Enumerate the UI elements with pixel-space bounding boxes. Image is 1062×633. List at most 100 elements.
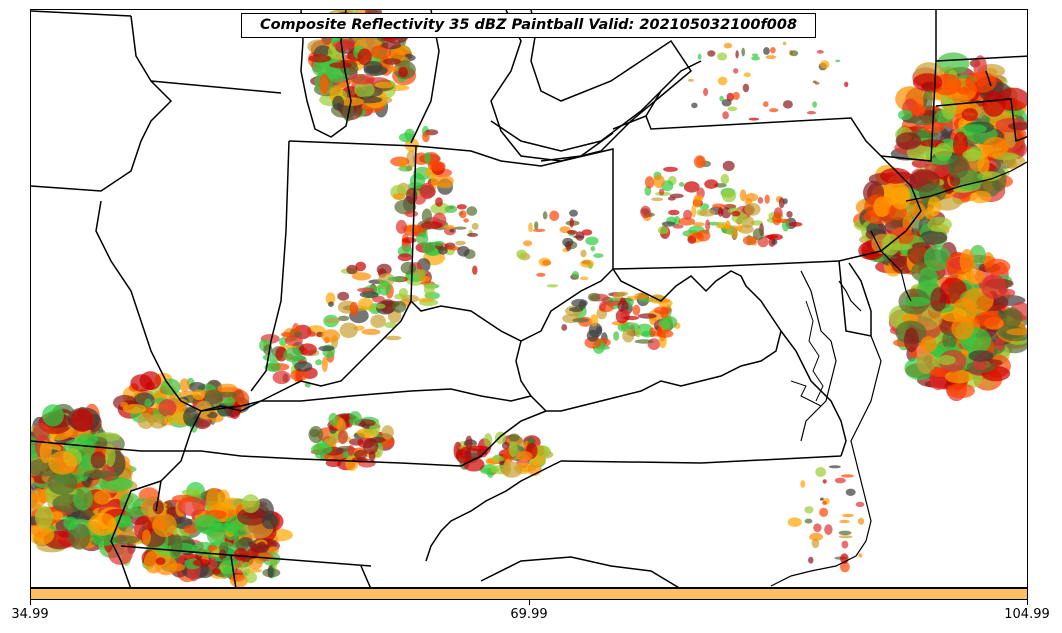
reflectivity-blob (824, 524, 833, 535)
reflectivity-blob (307, 331, 316, 337)
reflectivity-blob (873, 196, 892, 217)
reflectivity-blob (757, 197, 764, 204)
reflectivity-blob (457, 246, 470, 257)
reflectivity-blob (183, 524, 199, 534)
reflectivity-blob (919, 230, 948, 245)
reflectivity-blob (444, 205, 458, 214)
reflectivity-blob (192, 389, 206, 401)
reflectivity-blob (388, 66, 399, 73)
reflectivity-blob (42, 404, 64, 427)
reflectivity-blob (984, 258, 1011, 275)
lake-michigan-shoreline (300, 10, 352, 138)
reflectivity-blob (968, 350, 994, 362)
reflectivity-blob (722, 160, 735, 172)
reflectivity-blob (858, 553, 863, 558)
colorbar-tick-label: 104.99 (1004, 607, 1050, 622)
reflectivity-blob (483, 433, 493, 448)
reflectivity-blob (438, 246, 448, 255)
reflectivity-blob (695, 195, 704, 201)
reflectivity-blob (328, 412, 339, 426)
reflectivity-blob (472, 265, 478, 275)
reflectivity-blob (575, 231, 585, 241)
reflectivity-blob (354, 82, 375, 98)
reflectivity-blob (329, 62, 353, 69)
reflectivity-blob (593, 253, 604, 258)
reflectivity-blob (739, 189, 747, 202)
reflectivity-blob (839, 519, 850, 524)
reflectivity-blob (981, 274, 1007, 299)
reflectivity-blob (659, 315, 678, 330)
reflectivity-blob (328, 301, 334, 308)
reflectivity-blob (669, 193, 684, 199)
reflectivity-blob (828, 465, 841, 469)
reflectivity-blob (782, 100, 793, 109)
reflectivity-blob (318, 345, 335, 352)
colorbar-tick (529, 600, 530, 605)
reflectivity-blob (637, 313, 657, 319)
reflectivity-blob (501, 441, 510, 450)
reflectivity-blob (424, 283, 435, 296)
reflectivity-blob (456, 204, 467, 210)
reflectivity-blob (659, 306, 669, 319)
reflectivity-blob (693, 155, 706, 169)
reflectivity-blob (119, 492, 141, 513)
indiana-border (200, 140, 417, 412)
colorbar-tick (30, 600, 31, 605)
reflectivity-blob (163, 415, 175, 426)
reflectivity-blob (800, 480, 806, 488)
reflectivity-blob (88, 512, 117, 536)
reflectivity-blob (580, 276, 589, 281)
reflectivity-blob (752, 228, 765, 241)
reflectivity-blob (223, 396, 236, 406)
reflectivity-blob (726, 92, 735, 102)
reflectivity-blob (350, 74, 375, 85)
reflectivity-blob (114, 514, 132, 528)
reflectivity-blob (355, 261, 367, 272)
reflectivity-blob (321, 356, 328, 372)
reflectivity-blob (433, 240, 445, 247)
reflectivity-blob (285, 335, 303, 346)
reflectivity-blob (463, 457, 485, 472)
reflectivity-blob (920, 336, 938, 353)
reflectivity-blob (534, 221, 539, 231)
reflectivity-blob (523, 240, 533, 247)
reflectivity-blob (267, 565, 274, 578)
reflectivity-blob (207, 411, 218, 419)
reflectivity-blob (778, 197, 785, 209)
reflectivity-blob (587, 292, 601, 302)
reflectivity-blob (319, 73, 330, 95)
reflectivity-blob (634, 327, 642, 338)
reflectivity-blob (838, 535, 853, 539)
reflectivity-blob (744, 202, 761, 216)
chesapeake-shoreline (790, 300, 824, 407)
ohio-border (410, 145, 614, 342)
reflectivity-blob (788, 221, 803, 227)
reflectivity-blob (946, 383, 975, 399)
reflectivity-blob (194, 514, 221, 535)
reflectivity-blob (727, 106, 738, 112)
reflectivity-blob (745, 193, 758, 202)
reflectivity-blob (179, 378, 190, 393)
reflectivity-blob (722, 111, 729, 120)
reflectivity-blob (923, 87, 933, 111)
reflectivity-blob (424, 152, 431, 164)
reflectivity-blob (929, 156, 954, 165)
alabama-border (230, 555, 237, 587)
reflectivity-blob (561, 324, 568, 331)
reflectivity-blob (105, 444, 116, 467)
reflectivity-blob (804, 518, 813, 524)
reflectivity-blob (263, 344, 273, 356)
reflectivity-blob (927, 196, 942, 217)
reflectivity-blob (719, 95, 724, 102)
reflectivity-blob (672, 224, 684, 229)
reflectivity-blob (748, 117, 760, 121)
reflectivity-blob (653, 174, 665, 189)
reflectivity-blob (732, 230, 738, 239)
reflectivity-blob (39, 440, 52, 464)
reflectivity-blob (435, 197, 443, 207)
reflectivity-blob (392, 193, 405, 200)
reflectivity-blob (148, 414, 168, 429)
reflectivity-blob (290, 369, 308, 382)
reflectivity-blob (237, 507, 268, 526)
reflectivity-blob (217, 489, 230, 507)
